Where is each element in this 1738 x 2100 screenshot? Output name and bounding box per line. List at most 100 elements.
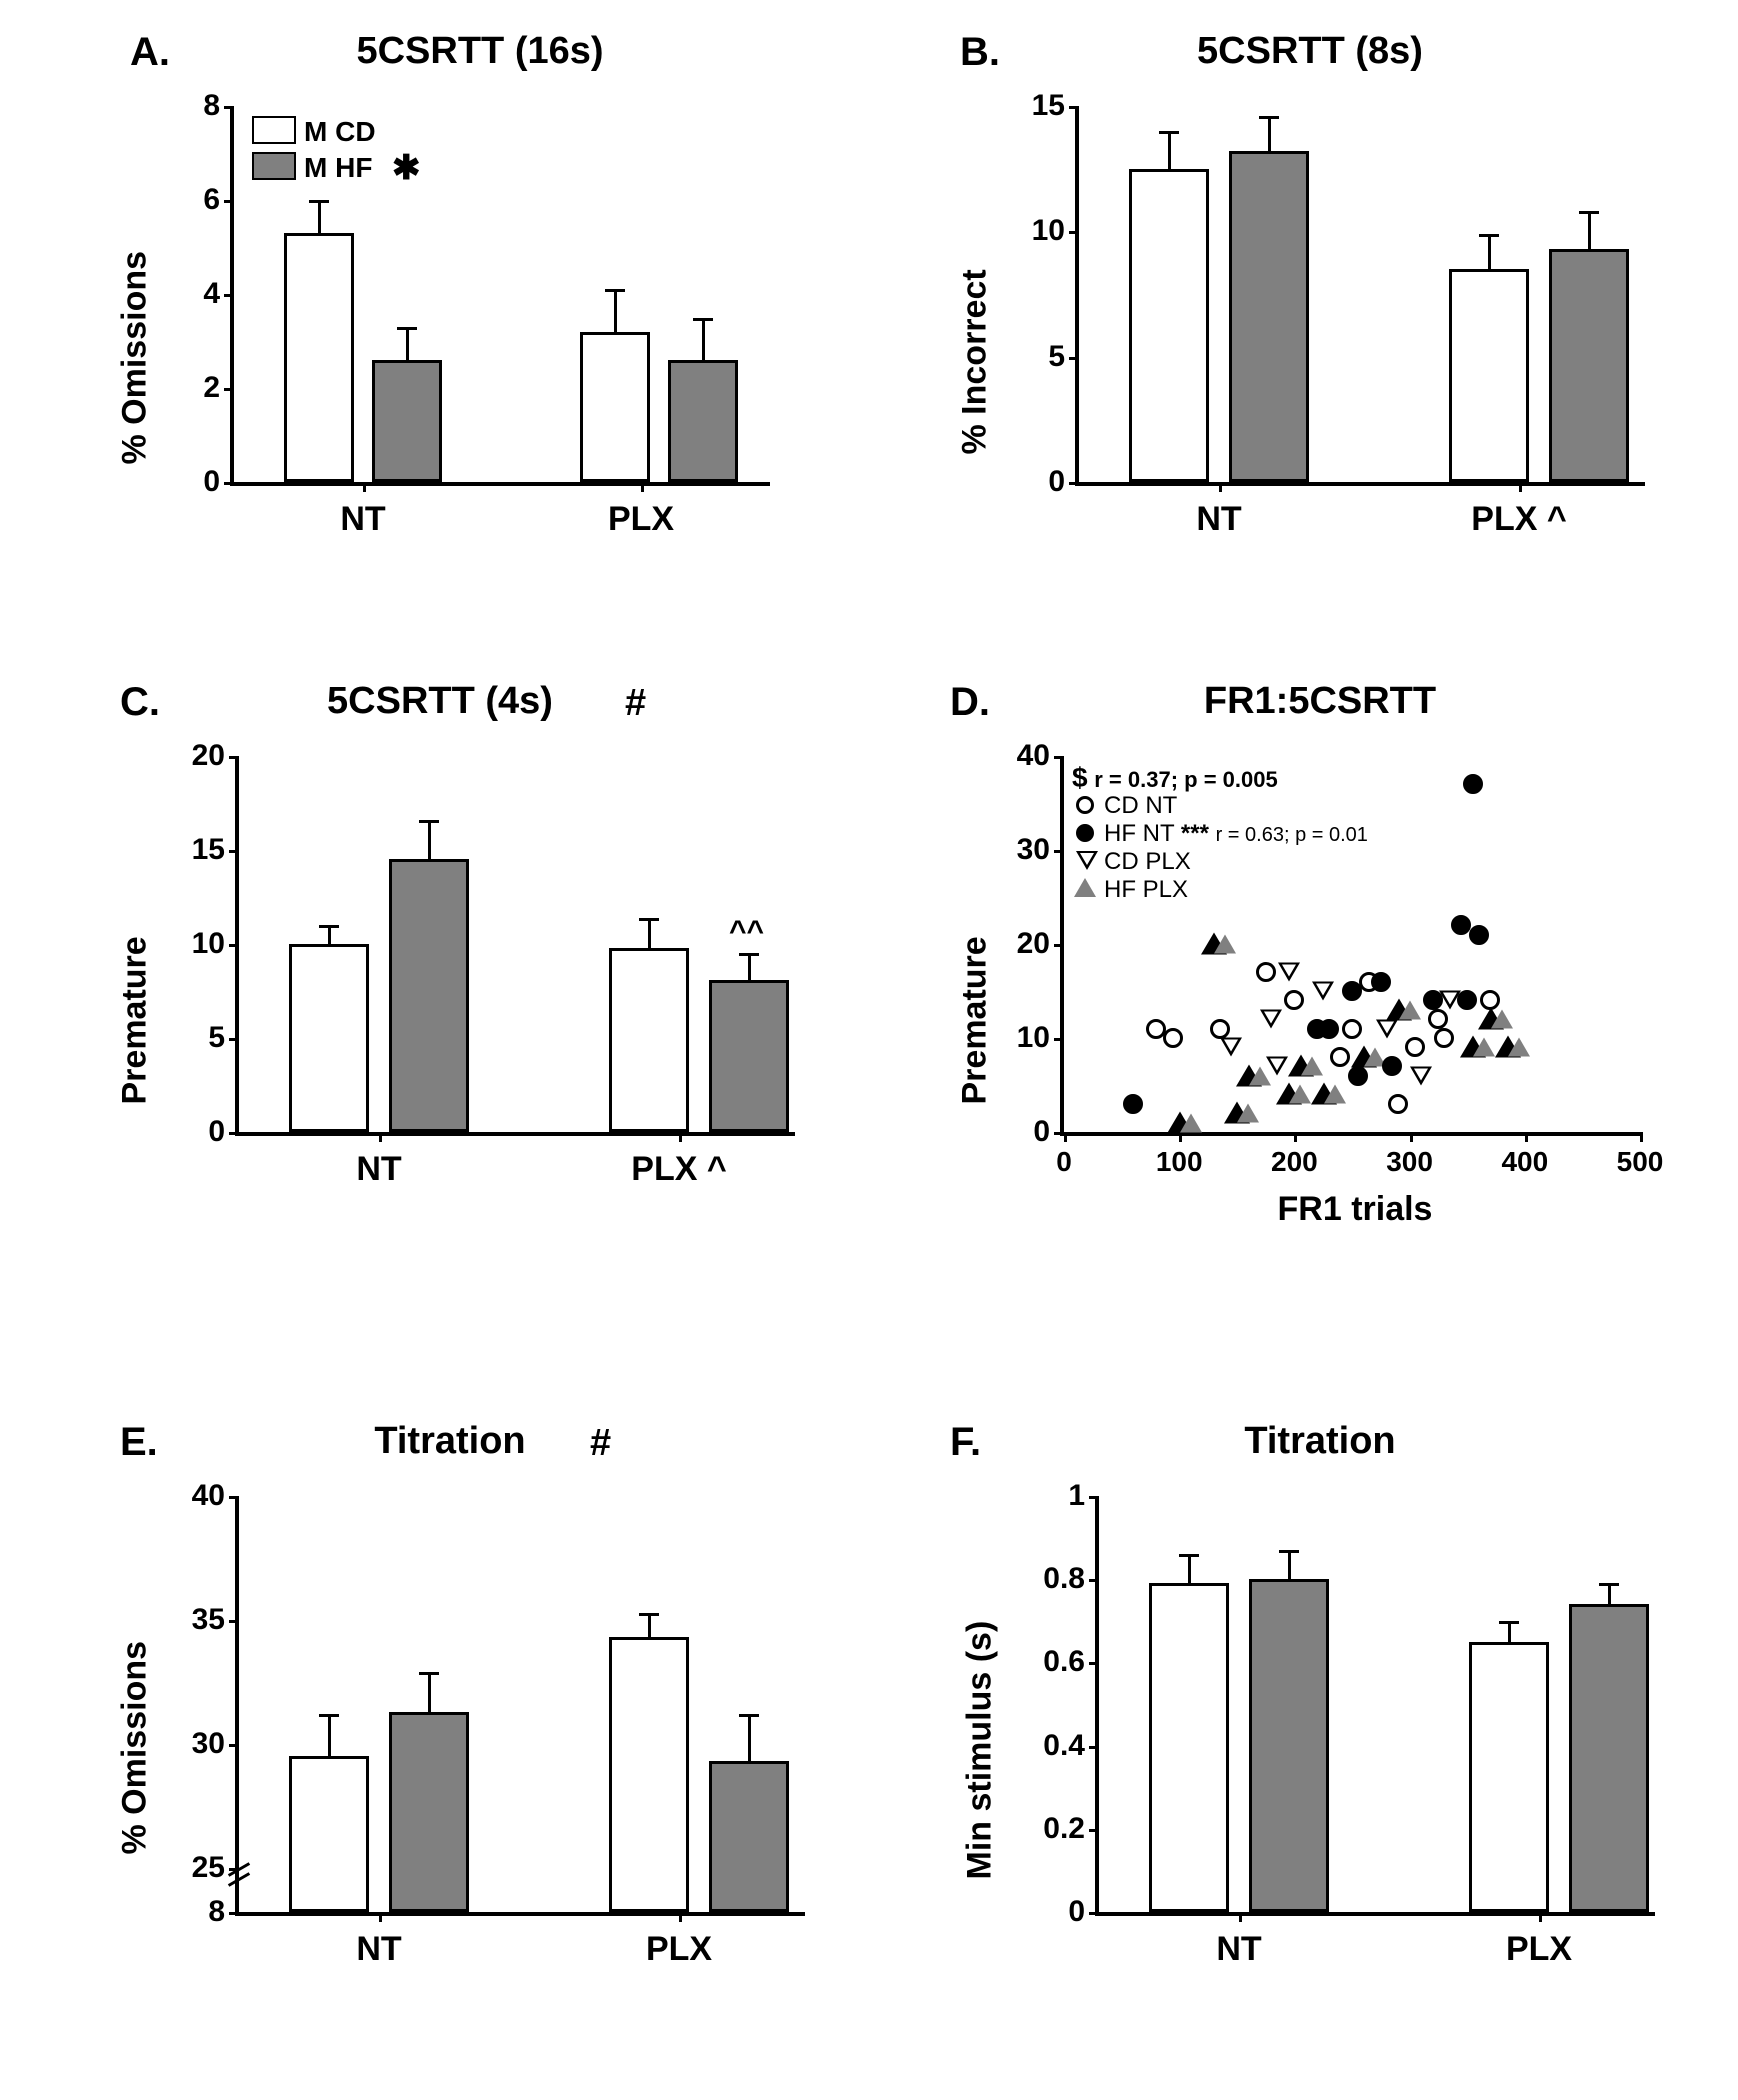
scatter-point bbox=[1210, 1019, 1230, 1039]
ytick-label: 20 bbox=[1017, 927, 1050, 961]
scatter-point bbox=[1399, 1000, 1421, 1019]
figure: A. 5CSRTT (16s) % Omissions 02468NTPLXM … bbox=[0, 0, 1738, 2100]
bar bbox=[1149, 1583, 1229, 1912]
xtick-label: 0 bbox=[1056, 1146, 1072, 1178]
legend-item: HF NT *** r = 0.63; p = 0.01 bbox=[1104, 820, 1368, 848]
scatter-stat: $ r = 0.37; p = 0.005 bbox=[1072, 762, 1278, 794]
panel-f-title: Titration bbox=[1190, 1420, 1450, 1463]
ytick-label: 25 bbox=[192, 1851, 225, 1885]
bar bbox=[1569, 1604, 1649, 1912]
xtick-label: 300 bbox=[1386, 1146, 1433, 1178]
panel-f-ylabel: Min stimulus (s) bbox=[961, 1580, 1000, 1880]
ytick-label: 10 bbox=[192, 927, 225, 961]
scatter-point bbox=[1371, 972, 1391, 992]
xtick-label: 100 bbox=[1156, 1146, 1203, 1178]
bar bbox=[389, 859, 469, 1132]
scatter-point bbox=[1123, 1094, 1143, 1114]
ytick-label: 0.2 bbox=[1043, 1812, 1085, 1846]
scatter-point bbox=[1469, 925, 1489, 945]
legend-marker bbox=[1076, 824, 1094, 842]
panel-c-title: 5CSRTT (4s) bbox=[270, 680, 610, 723]
scatter-point bbox=[1284, 990, 1304, 1010]
legend-cd: M CD bbox=[304, 116, 376, 148]
panel-f-plot: 00.20.40.60.81NTPLX bbox=[1095, 1496, 1655, 1916]
panel-d-ylabel: Premature bbox=[956, 875, 995, 1105]
xtick-label: PLX ^ bbox=[631, 1150, 726, 1189]
bar bbox=[1249, 1579, 1329, 1912]
scatter-point bbox=[1457, 990, 1477, 1010]
scatter-point bbox=[1388, 1094, 1408, 1114]
ytick-label: 40 bbox=[192, 1479, 225, 1513]
scatter-point bbox=[1410, 1066, 1432, 1085]
ytick-label: 0 bbox=[1048, 465, 1065, 499]
ytick-label: 8 bbox=[203, 89, 220, 123]
ytick-label: 0.8 bbox=[1043, 1562, 1085, 1596]
panel-a-ylabel: % Omissions bbox=[116, 215, 155, 465]
ytick-label: 10 bbox=[1032, 214, 1065, 248]
panel-b-plot: 051015NTPLX ^ bbox=[1075, 106, 1645, 486]
scatter-point bbox=[1319, 1019, 1339, 1039]
bar bbox=[289, 1756, 369, 1912]
panel-c: C. 5CSRTT (4s) # Premature 0 5 10 15 20 ^^ NT P… bbox=[60, 680, 820, 1260]
scatter-point bbox=[1180, 1113, 1202, 1132]
legend-marker bbox=[1076, 851, 1098, 870]
ytick-label: 0 bbox=[203, 465, 220, 499]
xtick-label: NT bbox=[1196, 500, 1241, 539]
panel-d-title: FR1:5CSRTT bbox=[1140, 680, 1500, 723]
scatter-point bbox=[1163, 1028, 1183, 1048]
scatter-point bbox=[1256, 962, 1276, 982]
scatter-point bbox=[1376, 1019, 1398, 1038]
ytick-label: 0.4 bbox=[1043, 1729, 1085, 1763]
legend-hf: M HF bbox=[304, 152, 372, 184]
ytick-label: 0 bbox=[1068, 1895, 1085, 1929]
scatter-point bbox=[1237, 1104, 1259, 1123]
xtick-label: NT bbox=[356, 1930, 401, 1969]
scatter-point bbox=[1260, 1010, 1282, 1029]
ytick-label: 30 bbox=[192, 1727, 225, 1761]
legend-marker bbox=[1076, 796, 1094, 814]
ytick-label: 5 bbox=[1048, 340, 1065, 374]
panel-e-plot: 253035408NTPLX bbox=[235, 1496, 805, 1916]
scatter-point bbox=[1405, 1037, 1425, 1057]
scatter-point bbox=[1473, 1038, 1495, 1057]
ytick-label: 0.6 bbox=[1043, 1645, 1085, 1679]
ytick-label: 10 bbox=[1017, 1021, 1050, 1055]
scatter-point bbox=[1463, 774, 1483, 794]
scatter-point bbox=[1266, 1057, 1288, 1076]
ytick-label: 15 bbox=[192, 833, 225, 867]
ytick-label: 20 bbox=[192, 739, 225, 773]
bar-annotation: ^^ bbox=[729, 915, 764, 949]
bar bbox=[1549, 249, 1629, 482]
ytick-label: 30 bbox=[1017, 833, 1050, 867]
legend-marker bbox=[1074, 878, 1096, 897]
panel-a-title: 5CSRTT (16s) bbox=[290, 30, 670, 73]
bar bbox=[1129, 169, 1209, 482]
panel-c-title-annot: # bbox=[625, 682, 646, 725]
panel-c-ylabel: Premature bbox=[116, 875, 155, 1105]
bar bbox=[372, 360, 442, 482]
scatter-point bbox=[1491, 1010, 1513, 1029]
ytick-label: 1 bbox=[1068, 1479, 1085, 1513]
panel-e-ylabel: % Omissions bbox=[116, 1605, 155, 1855]
panel-c-label: C. bbox=[120, 680, 160, 725]
ytick-label: 5 bbox=[208, 1021, 225, 1055]
legend-star: ✱ bbox=[392, 148, 421, 188]
panel-e-label: E. bbox=[120, 1420, 158, 1465]
xtick-label: PLX bbox=[646, 1930, 712, 1969]
scatter-point bbox=[1214, 935, 1236, 954]
xtick-label: PLX bbox=[608, 500, 674, 539]
ytick-label: 0 bbox=[208, 1115, 225, 1149]
xtick-label: NT bbox=[1216, 1930, 1261, 1969]
bar bbox=[1229, 151, 1309, 482]
xtick-label: NT bbox=[356, 1150, 401, 1189]
panel-e-title: Titration bbox=[320, 1420, 580, 1463]
scatter-point bbox=[1434, 1028, 1454, 1048]
panel-a: A. 5CSRTT (16s) % Omissions 02468NTPLXM … bbox=[60, 30, 820, 610]
panel-d: D. FR1:5CSRTT Premature 0102030400100200… bbox=[900, 680, 1700, 1300]
scatter-point bbox=[1301, 1057, 1323, 1076]
panel-b-label: B. bbox=[960, 30, 1000, 75]
xtick-label: 200 bbox=[1271, 1146, 1318, 1178]
panel-d-xlabel: FR1 trials bbox=[1230, 1190, 1480, 1229]
scatter-point bbox=[1382, 1056, 1402, 1076]
xtick-label: PLX ^ bbox=[1471, 500, 1566, 539]
